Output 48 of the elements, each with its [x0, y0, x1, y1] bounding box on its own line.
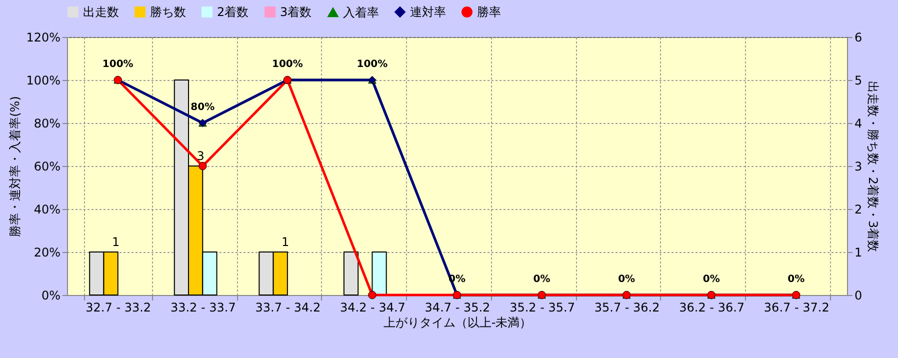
data-label: 0%	[533, 274, 550, 285]
bar	[372, 252, 387, 296]
y-tick-label: 60%	[34, 160, 60, 174]
y2-tick-label: 2	[854, 202, 862, 216]
y-tick-label: 80%	[34, 116, 60, 130]
data-label: 3	[196, 149, 204, 163]
x-tick-label: 36.7 - 37.2	[764, 300, 830, 314]
data-label: 100%	[272, 59, 303, 70]
data-label: 100%	[102, 59, 134, 70]
legend-label: 勝率	[477, 5, 501, 19]
data-label: 100%	[356, 59, 388, 70]
legend-label: 3着数	[280, 5, 312, 19]
data-label: 0%	[702, 274, 720, 285]
y2-tick-label: 0	[854, 288, 862, 302]
x-tick-label: 33.7 - 34.2	[255, 300, 321, 314]
y2-tick-label: 4	[854, 116, 862, 130]
y2-tick-label: 3	[854, 160, 862, 174]
legend-label: 入着率	[343, 5, 379, 20]
bar	[343, 252, 359, 296]
data-label: 80%	[190, 102, 215, 113]
y-tick-label: 0%	[41, 288, 60, 302]
y-tick-label: 20%	[34, 246, 60, 260]
point	[368, 290, 376, 300]
x-tick-label: 34.2 - 34.7	[340, 300, 406, 314]
y2-axis-title: 出走数・勝ち数・2着数・3着数	[866, 80, 880, 252]
x-axis-title: 上がりタイム（以上-未満）	[383, 316, 532, 330]
y-axis-title: 勝率・連対率・入着率(%)	[8, 96, 22, 237]
data-label: 1	[112, 235, 120, 249]
x-tick-label: 34.7 - 35.2	[424, 300, 490, 314]
legend-label: 2着数	[217, 5, 249, 19]
y-tick-label: 120%	[26, 30, 60, 44]
y2-tick-label: 6	[854, 30, 862, 44]
y-tick-label: 100%	[26, 74, 60, 88]
x-tick-label: 36.2 - 36.7	[679, 300, 745, 314]
x-tick-label: 33.2 - 33.7	[170, 300, 236, 314]
legend-label: 勝ち数	[150, 5, 186, 19]
y-tick-label: 40%	[34, 202, 60, 216]
y2-tick-label: 5	[854, 74, 862, 88]
point	[198, 162, 207, 170]
x-tick-label: 32.7 - 33.2	[86, 300, 152, 314]
y2-tick-label: 1	[854, 246, 862, 260]
data-label: 1	[282, 235, 290, 249]
x-tick-label: 35.2 - 35.7	[510, 300, 575, 314]
legend-label: 連対率	[410, 5, 446, 19]
x-tick-label: 35.7 - 36.2	[594, 300, 660, 314]
data-label: 0%	[618, 274, 636, 285]
data-label: 0%	[788, 274, 805, 285]
legend-label: 出走数	[83, 5, 119, 19]
